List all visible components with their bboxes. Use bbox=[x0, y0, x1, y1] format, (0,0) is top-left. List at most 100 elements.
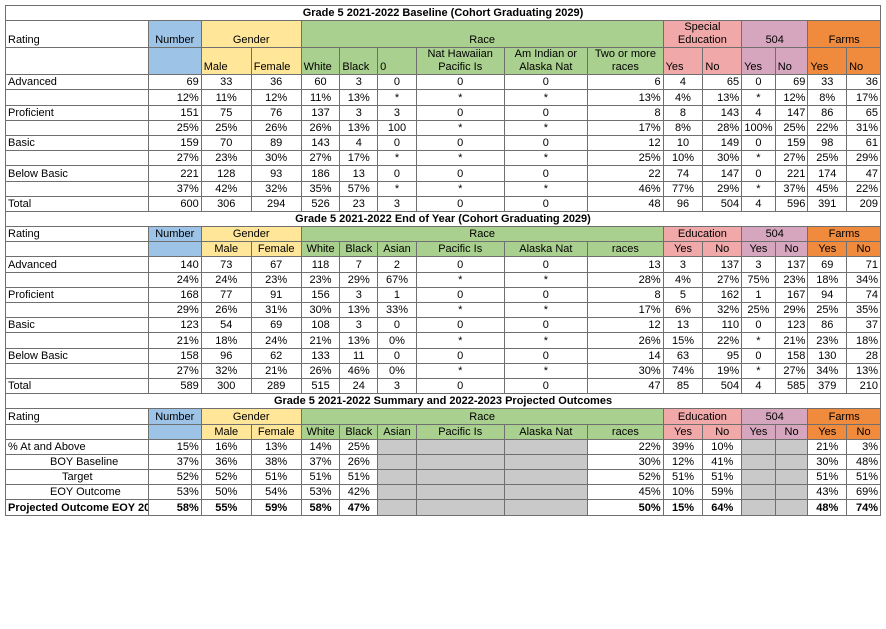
white-cell[interactable]: 11% bbox=[300, 89, 341, 106]
female-cell[interactable]: 26% bbox=[250, 119, 302, 136]
farms-no-cell[interactable]: 47 bbox=[846, 165, 881, 182]
504-yes-header[interactable]: Yes bbox=[741, 241, 776, 258]
black-cell[interactable]: 26% bbox=[339, 453, 379, 471]
504-no-cell[interactable]: 25% bbox=[774, 119, 809, 136]
race3-cell[interactable]: 0 bbox=[377, 347, 417, 364]
504-no-header[interactable]: No bbox=[774, 423, 809, 440]
male-cell[interactable]: 25% bbox=[200, 119, 252, 136]
alaska-cell[interactable]: * bbox=[503, 271, 589, 288]
farms-no-cell[interactable]: 48% bbox=[846, 453, 881, 471]
white-cell[interactable]: 118 bbox=[300, 256, 341, 273]
female-cell[interactable]: 32% bbox=[250, 180, 302, 197]
number-cell[interactable]: 221 bbox=[147, 165, 202, 182]
farms-no-cell[interactable]: 34% bbox=[846, 271, 881, 288]
pacific-cell[interactable]: * bbox=[415, 271, 505, 288]
black-cell[interactable]: 25% bbox=[339, 438, 379, 455]
sped-yes-cell[interactable]: 63 bbox=[662, 347, 704, 364]
alaska-cell[interactable]: 0 bbox=[503, 195, 589, 212]
race3-cell[interactable]: 3 bbox=[377, 377, 417, 395]
white-cell[interactable]: 108 bbox=[300, 317, 341, 334]
farms-yes-cell[interactable]: 51% bbox=[807, 469, 848, 486]
farms-yes-cell[interactable]: 86 bbox=[807, 104, 848, 121]
number-cell[interactable]: 69 bbox=[147, 74, 202, 91]
farms-yes-cell[interactable]: 391 bbox=[807, 195, 848, 212]
row-label[interactable]: Below Basic bbox=[5, 165, 149, 182]
sped-yes-cell[interactable]: 3 bbox=[662, 256, 704, 273]
alaska-cell[interactable]: 0 bbox=[503, 256, 589, 273]
504-yes-cell[interactable]: 0 bbox=[741, 317, 776, 334]
504-yes-cell[interactable]: 0 bbox=[741, 347, 776, 364]
number-projected-cell[interactable]: 58% bbox=[147, 499, 202, 516]
sped-yes-cell[interactable]: 85 bbox=[662, 377, 704, 395]
sped-yes-cell[interactable]: 8% bbox=[662, 119, 704, 136]
black-cell[interactable]: 13% bbox=[339, 119, 379, 136]
row-label[interactable]: Target bbox=[5, 469, 149, 486]
white-header[interactable]: White bbox=[300, 423, 341, 440]
sped-no-cell[interactable]: 13% bbox=[702, 89, 743, 106]
section2-title[interactable]: Grade 5 2021-2022 End of Year (Cohort Gr… bbox=[5, 210, 881, 228]
504-no-cell[interactable]: 167 bbox=[774, 286, 809, 304]
alaska-cell[interactable]: 0 bbox=[503, 134, 589, 152]
number-cell[interactable]: 12% bbox=[147, 89, 202, 106]
gender-header[interactable]: Gender bbox=[200, 408, 302, 425]
farms-header[interactable]: Farms bbox=[807, 408, 881, 425]
races-cell[interactable]: 48 bbox=[587, 195, 664, 212]
sped-yes-header[interactable]: Yes bbox=[662, 423, 704, 440]
pacific-projected-cell[interactable] bbox=[415, 499, 505, 516]
504-yes-cell[interactable]: 100% bbox=[741, 119, 776, 136]
504-no-cell[interactable]: 123 bbox=[774, 317, 809, 334]
sped-yes-cell[interactable]: 39% bbox=[662, 438, 704, 455]
farms-no-cell[interactable]: 209 bbox=[846, 195, 881, 212]
farms-header[interactable]: Farms bbox=[807, 226, 881, 243]
male-cell[interactable]: 75 bbox=[200, 104, 252, 121]
races-header[interactable]: races bbox=[587, 423, 664, 440]
empty-cell[interactable] bbox=[5, 241, 149, 258]
pacific-cell[interactable]: 0 bbox=[415, 195, 505, 212]
am-indian-header[interactable]: Am Indian or Alaska Nat bbox=[503, 47, 589, 76]
black-cell[interactable]: 13% bbox=[339, 89, 379, 106]
504-yes-cell[interactable]: 1 bbox=[741, 286, 776, 304]
504-no-cell[interactable]: 21% bbox=[774, 332, 809, 349]
number-cell[interactable]: 25% bbox=[147, 119, 202, 136]
pacific-cell[interactable]: 0 bbox=[415, 347, 505, 364]
farms-yes-cell[interactable]: 21% bbox=[807, 438, 848, 455]
farms-no-cell[interactable]: 22% bbox=[846, 180, 881, 197]
races-cell[interactable]: 17% bbox=[587, 119, 664, 136]
projected-label[interactable]: Projected Outcome EOY 2022-23, Increase … bbox=[5, 499, 149, 516]
504-yes-cell[interactable]: 0 bbox=[741, 165, 776, 182]
farms-no-cell[interactable]: 74 bbox=[846, 286, 881, 304]
504-no-cell[interactable]: 23% bbox=[774, 271, 809, 288]
black-cell[interactable]: 24 bbox=[339, 377, 379, 395]
alaska-cell[interactable]: 0 bbox=[503, 347, 589, 364]
504-no-cell[interactable]: 37% bbox=[774, 180, 809, 197]
504-no-cell[interactable] bbox=[774, 438, 809, 455]
white-projected-cell[interactable]: 58% bbox=[300, 499, 341, 516]
row-label[interactable] bbox=[5, 362, 149, 379]
504-no-cell[interactable]: 69 bbox=[774, 74, 809, 91]
alaska-cell[interactable]: 0 bbox=[503, 317, 589, 334]
number-cell[interactable]: 151 bbox=[147, 104, 202, 121]
pacific-cell[interactable] bbox=[415, 453, 505, 471]
race3-cell[interactable] bbox=[377, 453, 417, 471]
alaska-cell[interactable]: 0 bbox=[503, 165, 589, 182]
pacific-cell[interactable]: * bbox=[415, 332, 505, 349]
pacific-cell[interactable]: 0 bbox=[415, 317, 505, 334]
sped-yes-cell[interactable]: 10% bbox=[662, 150, 704, 167]
farms-no-cell[interactable]: 61 bbox=[846, 134, 881, 152]
empty-cell[interactable] bbox=[5, 47, 149, 76]
sped-yes-cell[interactable]: 96 bbox=[662, 195, 704, 212]
races-cell[interactable]: 14 bbox=[587, 347, 664, 364]
504-yes-header[interactable]: Yes bbox=[741, 47, 776, 76]
504-no-header[interactable]: No bbox=[774, 241, 809, 258]
number-cell[interactable]: 24% bbox=[147, 271, 202, 288]
pacific-cell[interactable] bbox=[415, 438, 505, 455]
farms-yes-cell[interactable]: 23% bbox=[807, 332, 848, 349]
female-cell[interactable]: 93 bbox=[250, 165, 302, 182]
number-cell[interactable]: 589 bbox=[147, 377, 202, 395]
race-header[interactable]: Race bbox=[300, 408, 664, 425]
gender-header[interactable]: Gender bbox=[200, 226, 302, 243]
female-cell[interactable]: 36 bbox=[250, 74, 302, 91]
race3-cell[interactable]: 67% bbox=[377, 271, 417, 288]
farms-no-cell[interactable]: 65 bbox=[846, 104, 881, 121]
number-cell[interactable]: 29% bbox=[147, 301, 202, 319]
